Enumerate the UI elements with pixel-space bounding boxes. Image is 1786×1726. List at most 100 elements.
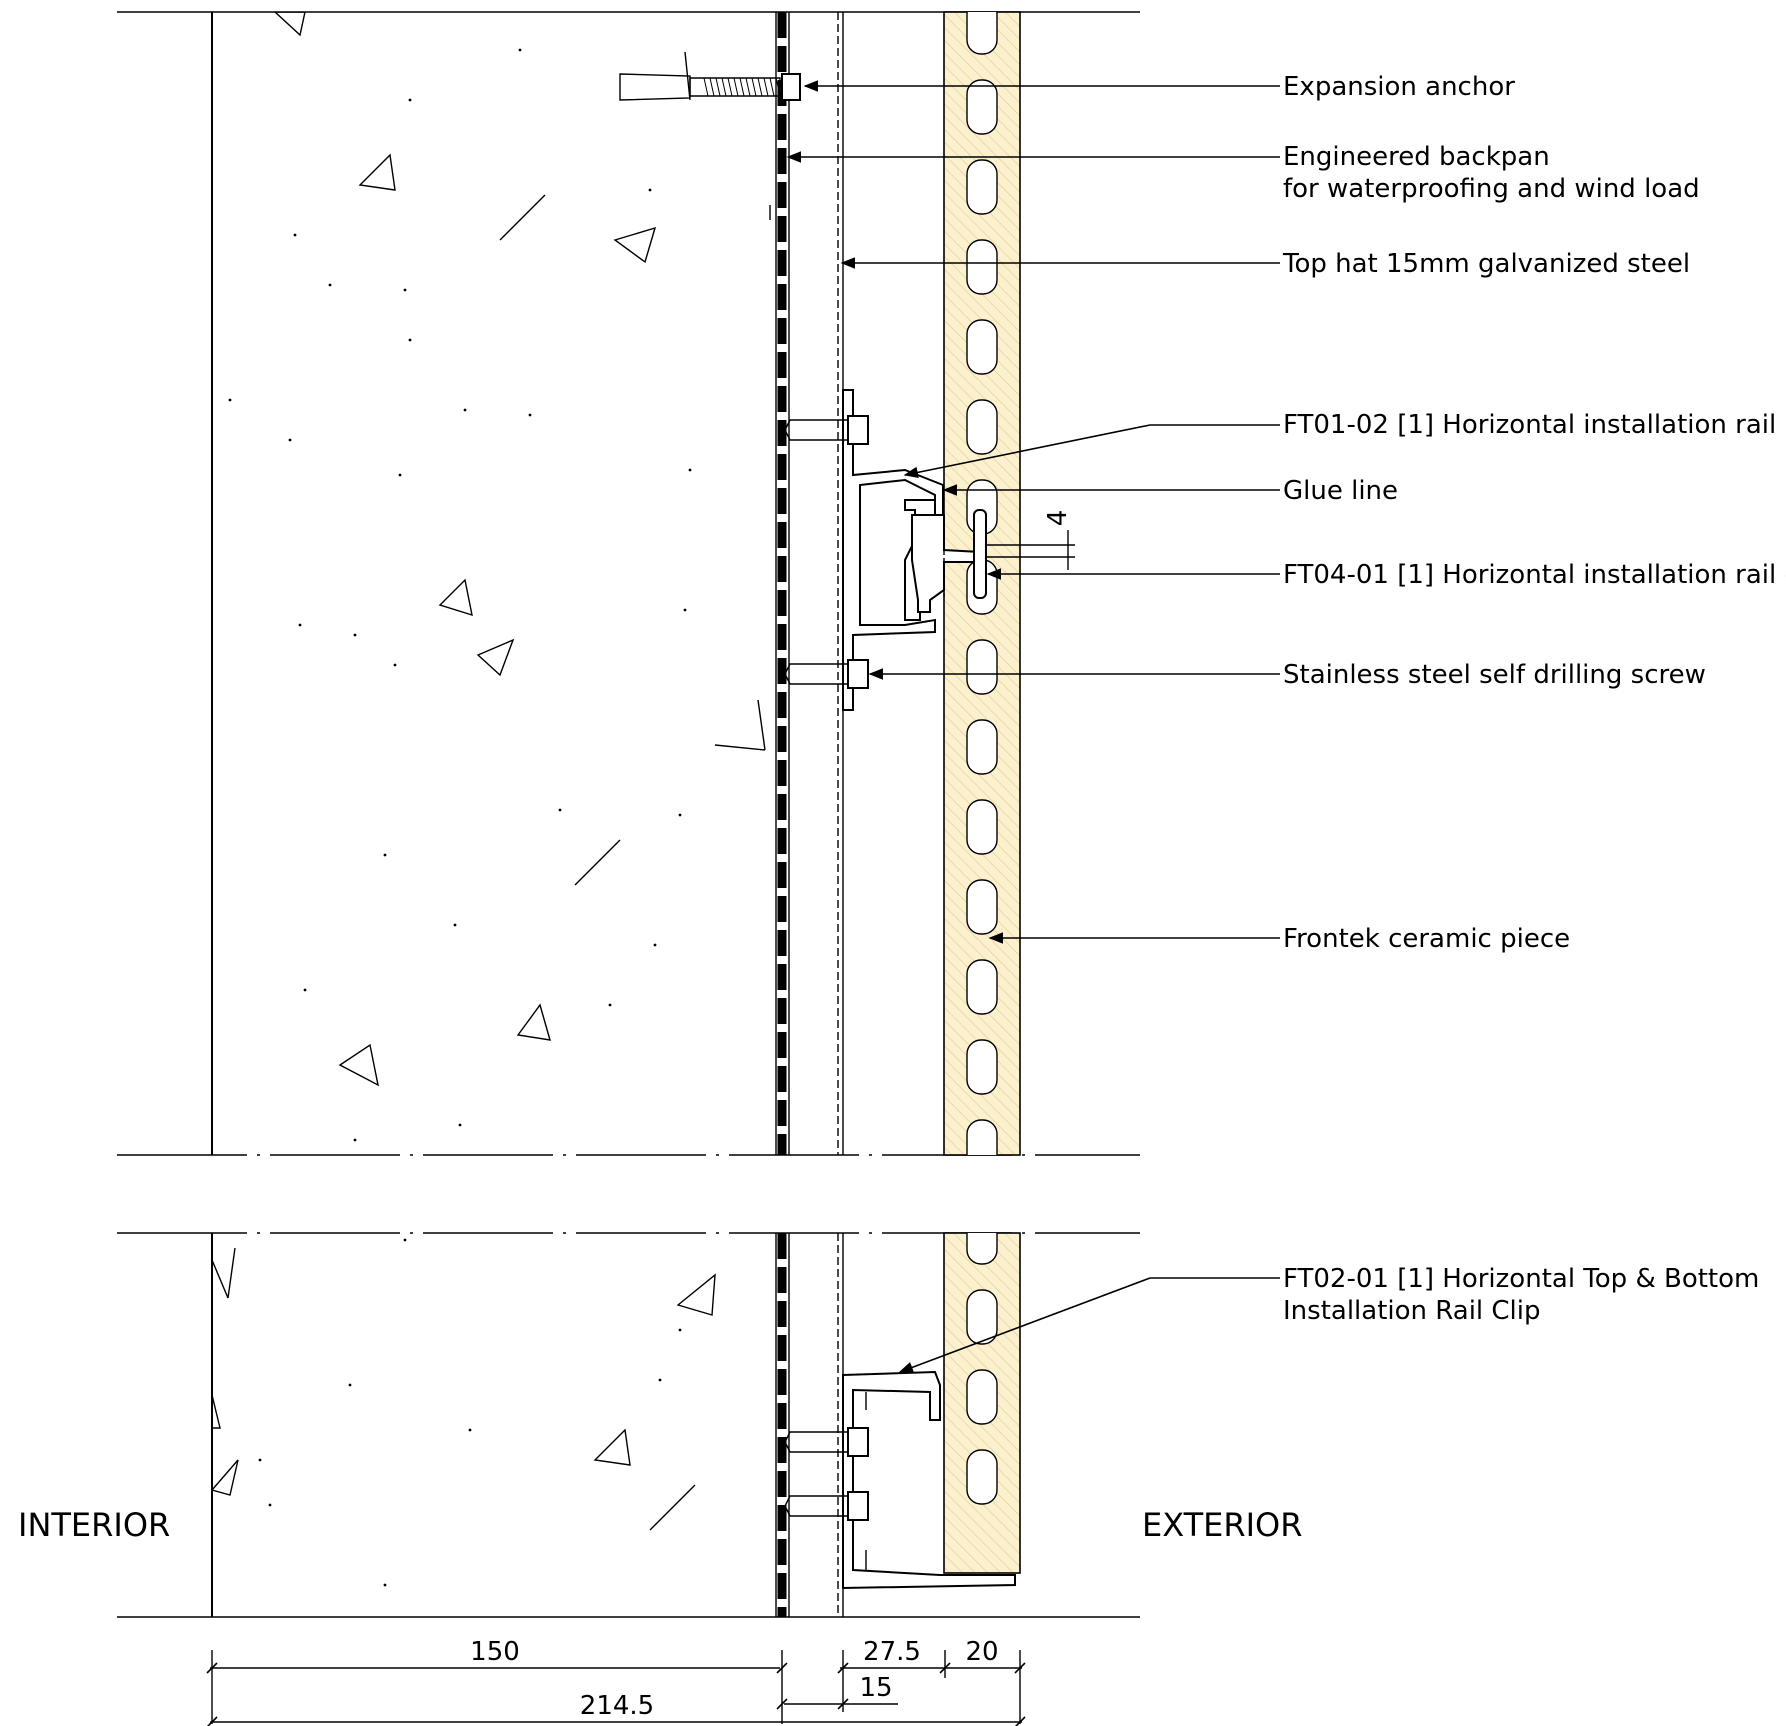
aggregate-dot [288,438,292,442]
aggregate-dot [518,48,522,52]
aggregate-dot [608,1003,612,1007]
ceramic-slot [966,1039,998,1095]
aggregate-dot [298,623,302,627]
dim-top-hat-label: 15 [859,1673,892,1703]
aggregate-mark [516,1003,551,1041]
aggregate-dot [453,923,457,927]
aggregate-dot [328,283,332,287]
aggregate-dot [408,98,412,102]
aggregate-dot [383,1583,387,1587]
expansion-anchor-icon [619,51,801,101]
callout-leaders [786,80,1280,1373]
aggregate-dot [468,1428,472,1432]
callout-top-hat: Top hat 15mm galvanized steel [1282,249,1690,279]
callout-ft01-02: FT01-02 [1] Horizontal installation rail [1283,410,1776,440]
self-drilling-screw-bottom-2-icon [784,1491,869,1521]
horizontal-installation-rail-clip [911,509,987,613]
aggregate-mark [613,226,657,264]
aggregate-dot [653,943,657,947]
aggregate-dot [393,663,397,667]
aggregate-mark [358,153,396,191]
aggregate-mark [757,699,766,751]
aggregate-dot [303,988,307,992]
aggregate-dot [383,853,387,857]
aggregate-mark [649,1484,696,1531]
ceramic-slot [966,239,998,295]
ceramic-slots-lower [966,1233,998,1505]
aggregate-dot [258,1458,262,1462]
ceramic-slot [966,719,998,775]
exterior-label: EXTERIOR [1142,1506,1302,1544]
gap-dimension-label: 4 [1043,510,1073,527]
aggregate-dot [558,808,562,812]
dim-total-label: 214.5 [580,1691,654,1721]
ceramic-slot [966,399,998,455]
aggregate-dot [463,408,467,412]
ceramic-slot [966,1119,998,1155]
dim-rail-label: 27.5 [863,1637,921,1667]
ceramic-slot [966,319,998,375]
callout-frontek-ceramic: Frontek ceramic piece [1283,924,1570,954]
aggregate-dot [403,1238,407,1242]
callout-ft04-01: FT04-01 [1] Horizontal installation rail… [1283,560,1786,590]
concrete-wall-lower [210,1238,716,1587]
callout-engineered-backpan-line2: for waterproofing and wind load [1283,174,1700,204]
lower-section [117,1232,1140,1618]
aggregate-mark [574,839,621,886]
aggregate-mark [227,1247,236,1299]
aggregate-dot [658,1378,662,1382]
ceramic-slot [966,639,998,695]
interior-label: INTERIOR [18,1506,170,1544]
ceramic-slot [966,1233,998,1265]
aggregate-dot [648,188,652,192]
aggregate-dot [678,1328,682,1332]
ceramic-slot [966,1289,998,1345]
callout-labels: Expansion anchor Engineered backpan for … [18,72,1786,1544]
ceramic-slot [966,159,998,215]
ceramic-slot [966,959,998,1015]
aggregate-dot [678,813,682,817]
concrete-wall-upper [228,12,771,1142]
aggregate-mark [499,194,546,241]
ceramic-slot [966,79,998,135]
aggregate-mark [211,1394,221,1429]
gap-dimension: 4 [985,510,1075,570]
aggregate-dot [353,1138,357,1142]
aggregate-dot [348,1383,352,1387]
aggregate-dot [398,473,402,477]
aggregate-mark [338,1043,379,1087]
aggregate-mark [273,12,306,37]
dimension-lines: 150 27.5 20 15 214.5 [206,1637,1026,1726]
aggregate-dot [268,1503,272,1507]
aggregate-dot [293,233,297,237]
leader-ft02-01 [898,1277,1280,1373]
callout-engineered-backpan-line1: Engineered backpan [1283,142,1550,172]
ceramic-slots-upper [966,12,998,1155]
callout-glue-line: Glue line [1283,476,1398,506]
aggregate-mark [714,744,766,751]
callout-expansion-anchor: Expansion anchor [1283,72,1515,102]
ceramic-slot [966,12,998,55]
aggregate-mark [438,578,473,617]
top-bottom-installation-rail-clip [842,1370,1016,1590]
ceramic-slot [966,1449,998,1505]
ceramic-slot [966,879,998,935]
aggregate-mark [211,1259,229,1299]
aggregate-dot [228,398,232,402]
self-drilling-screw-lower-icon [784,659,869,689]
aggregate-dot [683,608,687,612]
aggregate-mark [476,638,515,677]
callout-ft02-01-line1: FT02-01 [1] Horizontal Top & Bottom [1283,1264,1759,1294]
self-drilling-screw-bottom-1-icon [784,1427,869,1457]
ceramic-slot [966,799,998,855]
ceramic-slot [966,1369,998,1425]
callout-self-drilling-screw: Stainless steel self drilling screw [1283,660,1706,690]
aggregate-dot [403,288,407,292]
aggregate-dot [353,633,357,637]
aggregate-mark [210,1459,239,1496]
aggregate-mark [676,1273,716,1316]
leader-ft01-02 [903,424,1280,479]
dim-wall-label: 150 [470,1637,520,1667]
